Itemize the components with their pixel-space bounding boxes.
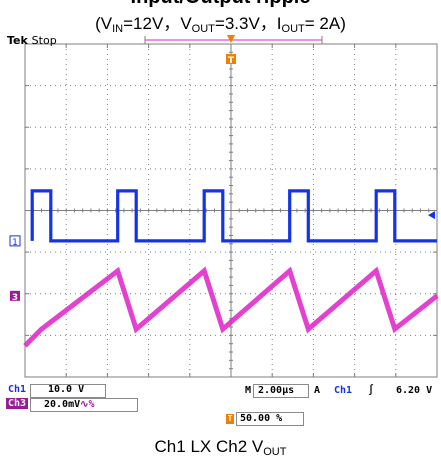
ch1-ground-marker [9, 235, 21, 247]
chart-title: Input/Output ripple (VIN=12V，VOUT=3.3V，I… [0, 0, 441, 34]
ch3-waveform [23, 266, 439, 348]
caption: Ch1 LX Ch2 VOUT [154, 437, 287, 458]
ch3-ground-marker [10, 290, 20, 301]
ch3-ground-marker-label: 3 [12, 293, 18, 303]
scope-state: Stop [31, 34, 57, 47]
timebase-box [253, 384, 309, 398]
chart-subtitle: (VIN=12V，VOUT=3.3V，IOUT= 2A) [95, 14, 346, 34]
trigger-level-marker [428, 211, 435, 220]
ch3-scale: 20.0mV∿% [44, 399, 95, 410]
trigger-position: 50.00 % [240, 413, 283, 424]
ch1-readout-label: Ch1 [8, 384, 27, 395]
chart-title-line1: Input/Output ripple [0, 0, 441, 9]
ch1-scale: 10.0 V [48, 384, 85, 395]
ch3-scale-box [30, 398, 138, 412]
scope-brand: Tek [7, 34, 28, 47]
oscilloscope-screen: 1 3 T Tek Stop Ch1 10.0 V Ch3 20.0mV∿% M 2… [0, 34, 441, 429]
trigger-position-icon [227, 35, 235, 43]
timebase-label: M [245, 385, 252, 396]
timebase: 2.00µs [258, 385, 295, 396]
trigger-mode: A [314, 385, 321, 396]
ch1-ground-marker-label: 1 [12, 238, 18, 248]
scope-plot: 1 3 T [9, 35, 439, 378]
trigger-position-badge: T [226, 414, 234, 424]
trigger-position-box [236, 412, 304, 426]
trigger-marker [226, 54, 236, 64]
ch1-scale-box [30, 384, 106, 398]
trigger-slope-icon: ∫ [368, 385, 375, 396]
trigger-marker-label: T [228, 56, 235, 66]
trigger-source: Ch1 [334, 385, 353, 396]
scope-status: Tek Stop [7, 34, 57, 47]
ch3-readout-label: Ch3 [6, 398, 29, 409]
trigger-level: 6.20 V [396, 385, 433, 396]
ch1-waveform [30, 189, 437, 243]
